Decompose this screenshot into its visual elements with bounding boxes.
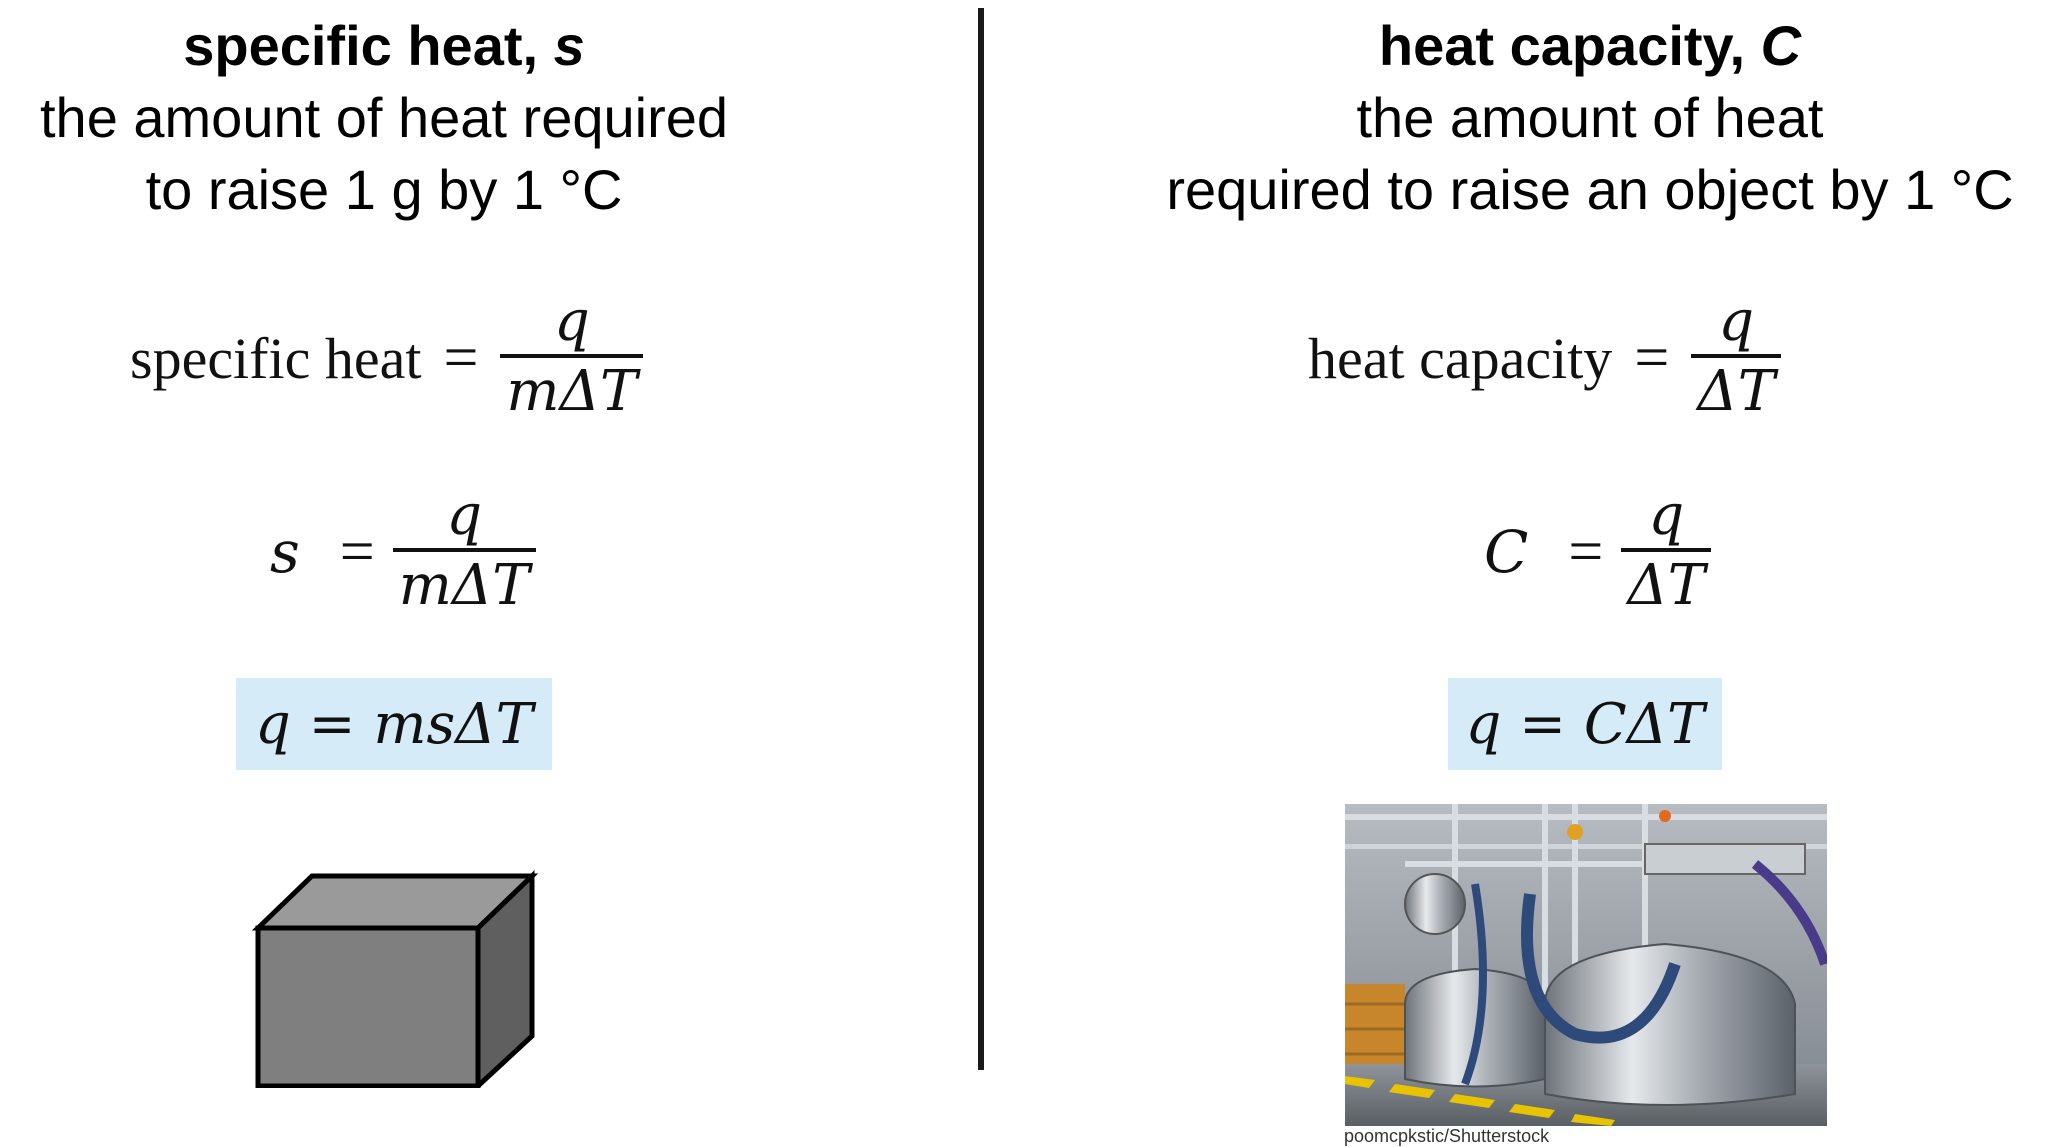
fraction: q ΔT [1621, 483, 1712, 620]
fraction-bar [1621, 548, 1712, 552]
specific-heat-heading: specific heat, s the amount of heat requ… [0, 10, 768, 226]
equals-sign: = [1634, 323, 1670, 392]
photo-credit: poomcpkstic/Shutterstock [1344, 1126, 1550, 1146]
gray-cube-icon [252, 870, 539, 1088]
heat-capacity-title: heat capacity, C [1378, 14, 1802, 77]
equals-sign: = [1568, 517, 1604, 586]
equals-sign: = [339, 517, 375, 586]
denominator: ΔT [1627, 553, 1706, 618]
numerator: q [1648, 483, 1685, 548]
equation-lhs: heat capacity [1308, 325, 1613, 391]
equation-lhs: C [1484, 518, 1529, 586]
heat-capacity-desc-line2: required to raise an object by 1 °C [1166, 158, 2014, 221]
numerator: q [446, 483, 483, 548]
denominator: mΔT [506, 359, 638, 424]
fraction: q ΔT [1691, 289, 1782, 426]
equals-sign: = [443, 323, 479, 392]
specific-heat-formula-highlight: q = msΔT [236, 678, 552, 770]
specific-heat-desc-line1: the amount of heat required [39, 86, 729, 149]
numerator: q [1718, 289, 1755, 354]
column-divider [978, 8, 984, 1070]
specific-heat-word-equation: specific heat = q mΔT [130, 289, 644, 426]
equation-lhs: specific heat [130, 325, 422, 391]
specific-heat-symbol-equation: s = q mΔT [270, 484, 536, 620]
fraction: q mΔT [392, 483, 536, 620]
denominator: ΔT [1697, 359, 1776, 424]
heat-capacity-desc-line1: the amount of heat [1356, 86, 1824, 149]
heat-capacity-formula-highlight: q = CΔT [1448, 678, 1722, 770]
heat-capacity-heading: heat capacity, C the amount of heat requ… [1110, 10, 2047, 226]
fraction-bar [1691, 354, 1782, 358]
heat-capacity-word-equation: heat capacity = q ΔT [1308, 289, 1782, 426]
fraction-bar [500, 354, 644, 358]
fraction: q mΔT [500, 289, 644, 426]
denominator: mΔT [398, 553, 530, 618]
specific-heat-desc-line2: to raise 1 g by 1 °C [145, 158, 623, 221]
heat-capacity-symbol-equation: C = q ΔT [1484, 483, 1712, 620]
equation-lhs: s [270, 518, 300, 586]
specific-heat-title: specific heat, s [183, 14, 585, 77]
fraction-bar [392, 548, 536, 552]
industrial-tanks-photo [1345, 804, 1827, 1126]
numerator: q [553, 289, 590, 354]
